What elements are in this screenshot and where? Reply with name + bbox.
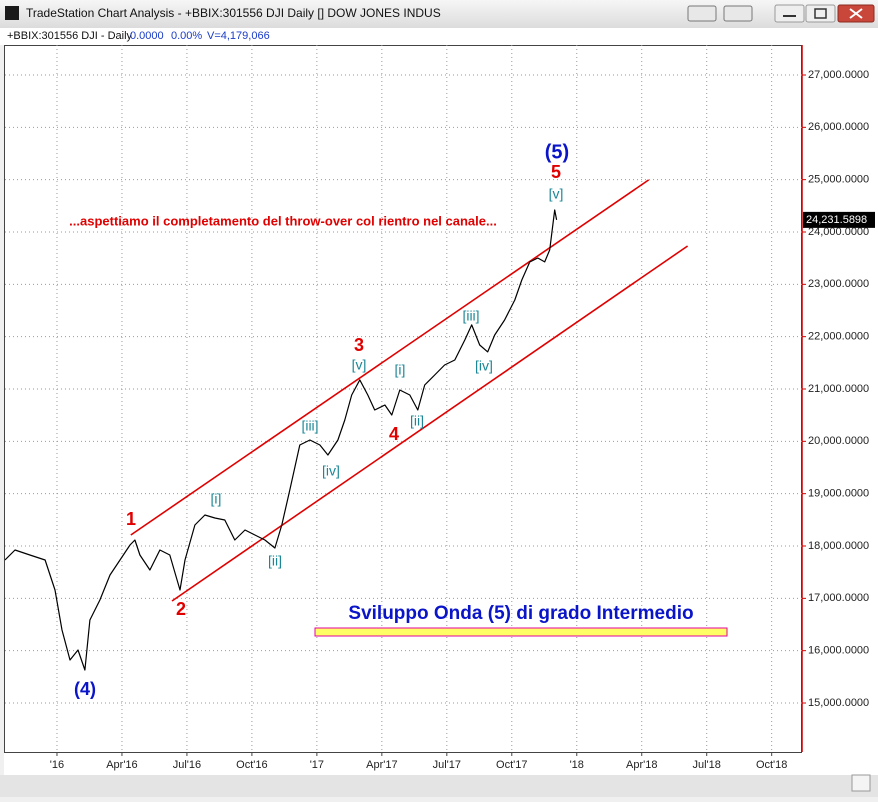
maximize-button[interactable] [805, 4, 836, 23]
y-tick-label: 17,000.0000 [808, 592, 869, 604]
y-tick-label: 21,000.0000 [808, 383, 869, 395]
change-label: 0.0000 [130, 30, 164, 42]
wave-label: (5) [545, 141, 569, 163]
y-tick-label: 18,000.0000 [808, 540, 869, 552]
x-tick-label: Apr'18 [626, 759, 657, 771]
symbol-label: +BBIX:301556 DJI - Daily [7, 30, 133, 42]
x-tick-label: Oct'18 [756, 759, 787, 771]
minimize-button[interactable] [774, 4, 805, 23]
wave-label: [v] [352, 357, 367, 373]
plot [5, 179, 689, 671]
s-button[interactable] [687, 5, 717, 22]
wave-label: [iv] [322, 463, 340, 479]
y-tick-label: 26,000.0000 [808, 121, 869, 133]
y-tick-label: 23,000.0000 [808, 278, 869, 290]
percent-label: 0.00% [171, 30, 202, 42]
wave-label: [ii] [410, 413, 424, 429]
y-tick-label: 27,000.0000 [808, 69, 869, 81]
chart-area [4, 45, 878, 775]
scrollbar[interactable] [0, 775, 878, 797]
maximize-icon [814, 8, 827, 19]
wave-label: [iv] [475, 358, 493, 374]
last-price-label: 24,231.5898 [806, 214, 867, 226]
volume-label: V=4,179,066 [207, 30, 270, 42]
grid: 15,000.0000 16,000.0000 17,000.0000 18,000.… [5, 45, 869, 771]
channel-line [130, 179, 650, 536]
close-icon [849, 8, 863, 19]
x-tick-label: Apr'16 [106, 759, 137, 771]
wave-label: 1 [126, 509, 136, 529]
x-tick-label: Apr'17 [366, 759, 397, 771]
x-tick-label: Jul'16 [173, 759, 201, 771]
y-tick-label: 25,000.0000 [808, 174, 869, 186]
x-tick-label: Jul'18 [693, 759, 721, 771]
y-tick-label: 16,000.0000 [808, 645, 869, 657]
wave-label: [i] [211, 491, 222, 507]
price-line [5, 209, 558, 671]
comment: ...aspettiamo il completamento del throw… [69, 213, 497, 228]
wave-label: [ii] [268, 553, 282, 569]
y-tick-label: 22,000.0000 [808, 331, 869, 343]
x-tick-label: Jul'17 [433, 759, 461, 771]
x-tick-label: '16 [50, 759, 64, 771]
wave-label: 5 [551, 162, 561, 182]
wave-label: 2 [176, 599, 186, 619]
wave-label: 3 [354, 335, 364, 355]
x-tick-label: '18 [570, 759, 584, 771]
scroll-button[interactable] [851, 774, 871, 792]
channel-line [171, 245, 689, 602]
y-tick-label: 15,000.0000 [808, 697, 869, 709]
banner: Sviluppo Onda (5) di grado Intermedio [348, 603, 693, 624]
overlay: 24,231.5898 (4) 1 2 [i] [ii] [iii] [iv] 3 [v] 4 [i]… [69, 141, 875, 699]
app-icon [5, 6, 19, 20]
i-button[interactable] [723, 5, 753, 22]
wave-label: (4) [74, 679, 96, 699]
wave-label: [v] [549, 186, 564, 202]
header-bar [0, 28, 878, 45]
wave-label: [iii] [462, 308, 479, 324]
wave-label: 4 [389, 424, 399, 444]
y-tick-label: 19,000.0000 [808, 488, 869, 500]
x-tick-label: Oct'17 [496, 759, 527, 771]
x-tick-label: Oct'16 [236, 759, 267, 771]
banner-bar [314, 627, 728, 637]
last-price-box [803, 211, 875, 228]
y-tick-label: 24,000.0000 [808, 226, 869, 238]
window-title: TradeStation Chart Analysis - +BBIX:3015… [26, 6, 441, 20]
x-tick-label: '17 [310, 759, 324, 771]
wave-label: [i] [395, 362, 406, 378]
y-tick-label: 20,000.0000 [808, 435, 869, 447]
wave-label: [iii] [301, 418, 318, 434]
